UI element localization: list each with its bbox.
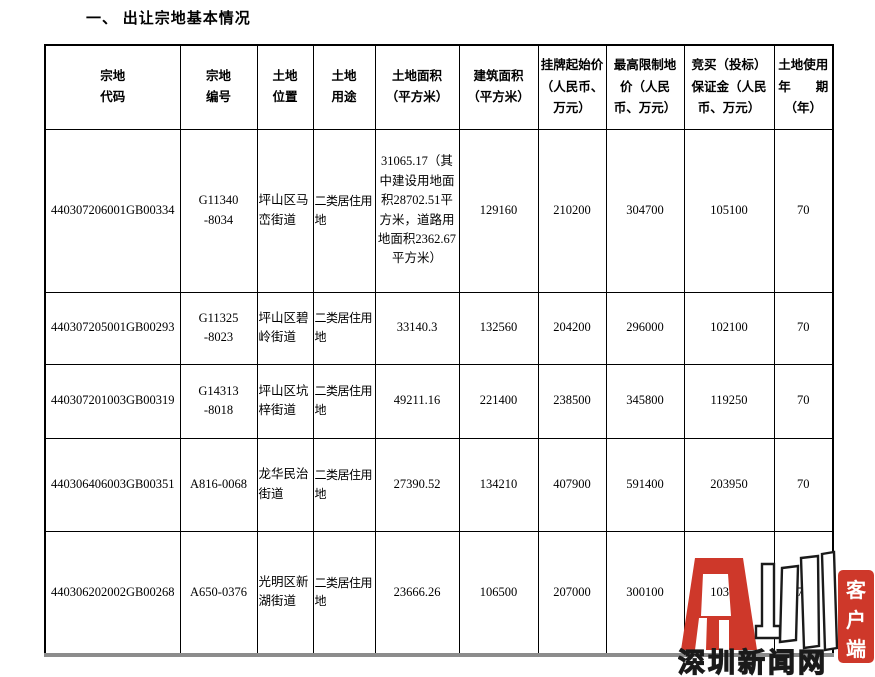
svg-text:端: 端 bbox=[846, 638, 866, 661]
client-badge-label: 客 户 端 bbox=[845, 578, 867, 661]
cell-building-area: 221400 bbox=[458, 363, 539, 439]
cell-parcel-number: G14313 -8018 bbox=[179, 363, 258, 439]
cell-deposit: 103500 bbox=[683, 530, 775, 656]
svg-text:户: 户 bbox=[846, 608, 866, 632]
cell-land-use: 二类居住用地 bbox=[312, 530, 376, 656]
cell-max-price: 300100 bbox=[605, 530, 685, 656]
cell-parcel-number: A650-0376 bbox=[179, 530, 258, 656]
cell-term: 70 bbox=[773, 128, 834, 293]
col-header-land-area: 土地面积 （平方米） bbox=[374, 44, 460, 130]
cell-term: 70 bbox=[773, 363, 834, 439]
cell-deposit: 102100 bbox=[683, 291, 775, 365]
col-header-parcel-number: 宗地 编号 bbox=[179, 44, 258, 130]
cell-land-area: 31065.17（其中建设用地面积28702.51平方米，道路用地面积2362.… bbox=[374, 128, 460, 293]
land-parcel-table: 宗地 代码 宗地 编号 土地 位置 土地 用途 土地面积 （平方米） 建筑面积 … bbox=[44, 44, 834, 657]
cell-starting-price: 238500 bbox=[537, 363, 607, 439]
cell-building-area: 106500 bbox=[458, 530, 539, 656]
cell-building-area: 132560 bbox=[458, 291, 539, 365]
cell-land-use: 二类居住用地 bbox=[312, 291, 376, 365]
cell-parcel-number: G11325 -8023 bbox=[179, 291, 258, 365]
cell-max-price: 345800 bbox=[605, 363, 685, 439]
cell-location: 坪山区马峦街道 bbox=[256, 128, 314, 293]
cell-location: 坪山区坑梓街道 bbox=[256, 363, 314, 439]
cell-location: 龙华民治街道 bbox=[256, 437, 314, 532]
cell-land-area: 23666.26 bbox=[374, 530, 460, 656]
cell-land-area: 27390.52 bbox=[374, 437, 460, 532]
col-header-term: 土地使用 年 期 （年） bbox=[773, 44, 834, 130]
cell-term: 70 bbox=[773, 530, 834, 656]
cell-max-price: 304700 bbox=[605, 128, 685, 293]
cell-parcel-code: 440307201003GB00319 bbox=[44, 363, 181, 439]
col-header-parcel-code: 宗地 代码 bbox=[44, 44, 181, 130]
cell-deposit: 203950 bbox=[683, 437, 775, 532]
cell-land-area: 33140.3 bbox=[374, 291, 460, 365]
col-header-starting-price: 挂牌起始价 （人民币、 万元） bbox=[537, 44, 607, 130]
col-header-land-use: 土地 用途 bbox=[312, 44, 376, 130]
cell-term: 70 bbox=[773, 291, 834, 365]
svg-text:客: 客 bbox=[845, 578, 867, 602]
cell-starting-price: 210200 bbox=[537, 128, 607, 293]
table-row: 440307205001GB00293 G11325 -8023 坪山区碧岭街道… bbox=[44, 291, 834, 365]
client-badge-background bbox=[838, 570, 874, 663]
cell-parcel-number: A816-0068 bbox=[179, 437, 258, 532]
cell-location: 光明区新湖街道 bbox=[256, 530, 314, 656]
col-header-deposit: 竞买（投标） 保证金（人民 币、万元） bbox=[683, 44, 775, 130]
col-header-max-price: 最高限制地 价（人民 币、万元） bbox=[605, 44, 685, 130]
cell-land-use: 二类居住用地 bbox=[312, 128, 376, 293]
table-row: 440307206001GB00334 G11340 -8034 坪山区马峦街道… bbox=[44, 128, 834, 293]
cell-land-area: 49211.16 bbox=[374, 363, 460, 439]
cell-parcel-code: 440307206001GB00334 bbox=[44, 128, 181, 293]
table-row: 440307201003GB00319 G14313 -8018 坪山区坑梓街道… bbox=[44, 363, 834, 439]
cell-starting-price: 204200 bbox=[537, 291, 607, 365]
table-row: 440306406003GB00351 A816-0068 龙华民治街道 二类居… bbox=[44, 437, 834, 532]
cell-parcel-code: 440306406003GB00351 bbox=[44, 437, 181, 532]
cell-deposit: 105100 bbox=[683, 128, 775, 293]
cell-max-price: 591400 bbox=[605, 437, 685, 532]
col-header-location: 土地 位置 bbox=[256, 44, 314, 130]
cell-parcel-code: 440307205001GB00293 bbox=[44, 291, 181, 365]
cell-parcel-number: G11340 -8034 bbox=[179, 128, 258, 293]
cell-parcel-code: 440306202002GB00268 bbox=[44, 530, 181, 656]
cell-max-price: 296000 bbox=[605, 291, 685, 365]
cell-building-area: 134210 bbox=[458, 437, 539, 532]
table-row: 440306202002GB00268 A650-0376 光明区新湖街道 二类… bbox=[44, 530, 834, 656]
cell-term: 70 bbox=[773, 437, 834, 532]
col-header-building-area: 建筑面积 （平方米） bbox=[458, 44, 539, 130]
cell-location: 坪山区碧岭街道 bbox=[256, 291, 314, 365]
cell-starting-price: 407900 bbox=[537, 437, 607, 532]
cell-land-use: 二类居住用地 bbox=[312, 363, 376, 439]
cell-starting-price: 207000 bbox=[537, 530, 607, 656]
cell-building-area: 129160 bbox=[458, 128, 539, 293]
cell-land-use: 二类居住用地 bbox=[312, 437, 376, 532]
table-header-row: 宗地 代码 宗地 编号 土地 位置 土地 用途 土地面积 （平方米） 建筑面积 … bbox=[44, 44, 834, 130]
section-title: 一、 出让宗地基本情况 bbox=[86, 11, 251, 27]
cell-deposit: 119250 bbox=[683, 363, 775, 439]
